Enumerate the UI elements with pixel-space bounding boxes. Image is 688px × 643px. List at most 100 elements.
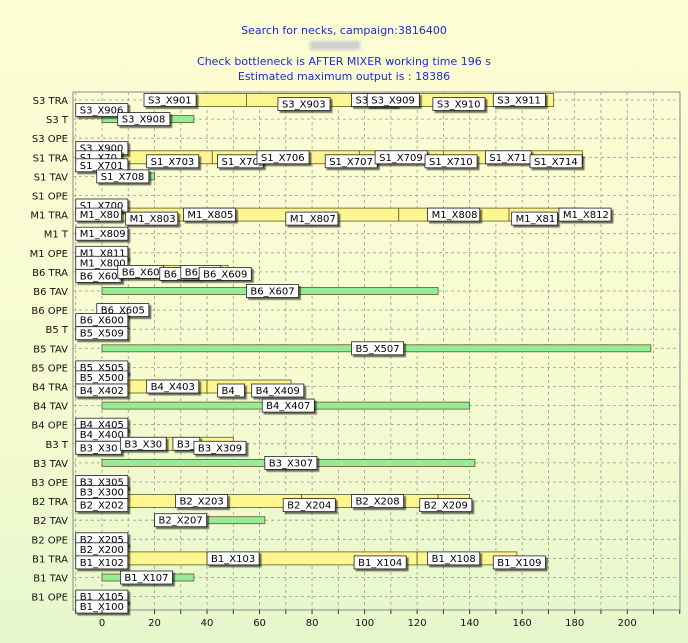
label-box: B5_X509 (75, 326, 129, 341)
bar-label: S1_X71 (489, 153, 526, 164)
row-label: B5 TAV (33, 344, 68, 355)
label-frame (75, 226, 129, 241)
bar-label: S1_X714 (534, 157, 578, 168)
label-frame (432, 97, 486, 111)
x-tick-label: 200 (618, 618, 637, 629)
label-box: S1_X714 (529, 154, 583, 169)
label-box: S3_X911 (492, 93, 546, 107)
label-box: M1_X808 (427, 207, 481, 222)
label-box: B6_X607 (246, 284, 299, 298)
bar-label: B6_X60 (122, 267, 160, 278)
row-label: B6 TAV (33, 287, 68, 298)
label-frame (277, 97, 331, 111)
bar-label: S1_X70 (80, 153, 117, 164)
bar-label: B6_X60 (80, 271, 118, 282)
label-frame (75, 326, 129, 341)
row-label: S1 TAV (34, 172, 68, 183)
label-box: M1_X812 (558, 207, 612, 222)
bar-label: B4_X409 (256, 386, 300, 397)
bar-label: B6_X609 (203, 269, 247, 280)
bar-label: B1_X103 (211, 554, 255, 565)
bar-label: S3_X906 (80, 106, 124, 117)
row-label: B1 TAV (33, 574, 68, 585)
label-frame (75, 383, 129, 398)
row-label: S3 T (46, 115, 69, 126)
label-box: B1_X108 (427, 551, 481, 566)
label-box: B4_X409 (251, 383, 305, 398)
bar-label: M1_X805 (187, 210, 233, 221)
label-box: B2_X209 (419, 498, 473, 513)
label-frame (125, 211, 179, 226)
label-frame (492, 93, 546, 107)
label-frame (511, 211, 558, 226)
label-frame (183, 207, 236, 222)
label-box: M1_X809 (75, 226, 129, 241)
bar-label: B4_X407 (266, 401, 310, 412)
label-frame (206, 551, 260, 566)
row-label: B4 TAV (33, 402, 68, 413)
bar-label: S1_X70 (222, 157, 259, 168)
label-box: B5_X500 (75, 370, 129, 385)
bar-label: M1_X81 (516, 214, 556, 225)
label-frame (351, 494, 404, 509)
bar-label: S3_X901 (148, 96, 192, 107)
bar-label: S1_X709 (379, 153, 423, 164)
bar-label: B2_X203 (180, 497, 224, 508)
label-box: B2_X204 (282, 498, 336, 513)
bar-label: B3_ (177, 439, 196, 450)
label-frame (75, 207, 122, 222)
label-box: S1_X709 (374, 150, 428, 165)
bar-label: M1_X80 (80, 210, 120, 221)
label-frame (198, 266, 252, 281)
label-box: B6_X600 (75, 313, 129, 328)
bar-label: B4_ (222, 386, 241, 397)
label-frame (427, 551, 481, 566)
label-box: M1_X81 (511, 211, 558, 226)
row-label: S3 TRA (33, 96, 69, 107)
label-box: S3_X909 (366, 93, 420, 107)
label-frame (193, 440, 247, 455)
bar-label: S3_X910 (437, 100, 481, 111)
label-box: S3_X910 (432, 97, 486, 111)
bar-label: B2_X202 (80, 501, 124, 512)
bar-label: B1_X102 (80, 558, 124, 569)
label-frame (419, 498, 473, 513)
row-label: B2 OPE (31, 535, 68, 546)
label-frame (119, 436, 167, 451)
label-box: B4_X402 (75, 383, 129, 398)
label-box: S3_X908 (117, 112, 171, 126)
label-frame (175, 494, 229, 509)
label-frame (146, 379, 200, 394)
label-box: S1_X710 (424, 154, 478, 169)
label-frame (217, 383, 245, 398)
bar-label: B3_X307 (269, 458, 313, 469)
label-frame (492, 555, 546, 570)
row-label: B1 OPE (31, 593, 68, 604)
label-frame (351, 341, 404, 356)
label-box: B2_X200 (75, 542, 129, 557)
label-box: B6_X60 (75, 268, 122, 283)
label-box: M1_X80 (75, 207, 122, 222)
label-box: B2_X208 (351, 494, 404, 509)
bar-label: B1_X107 (124, 573, 168, 584)
label-box: B1_X109 (492, 555, 546, 570)
row-label: B1 TRA (32, 554, 68, 565)
x-tick-label: 20 (148, 618, 161, 629)
label-frame (264, 455, 318, 470)
bar-label: B1_X104 (358, 558, 402, 569)
label-box: B1_X103 (206, 551, 260, 566)
chart-title: Search for necks, campaign:3816400 (241, 24, 447, 37)
label-frame (427, 207, 481, 222)
label-box: S3_X906 (75, 103, 129, 117)
label-frame (75, 498, 129, 513)
bar-label: B4_X400 (80, 430, 124, 441)
label-frame (529, 154, 583, 169)
bar-label: M1_X809 (80, 229, 126, 240)
row-label: M1 TRA (30, 211, 68, 222)
bar-label: B2_X207 (159, 516, 203, 527)
label-frame (246, 284, 299, 298)
row-label: B6 TRA (32, 268, 68, 279)
row-label: M1 T (44, 230, 69, 241)
